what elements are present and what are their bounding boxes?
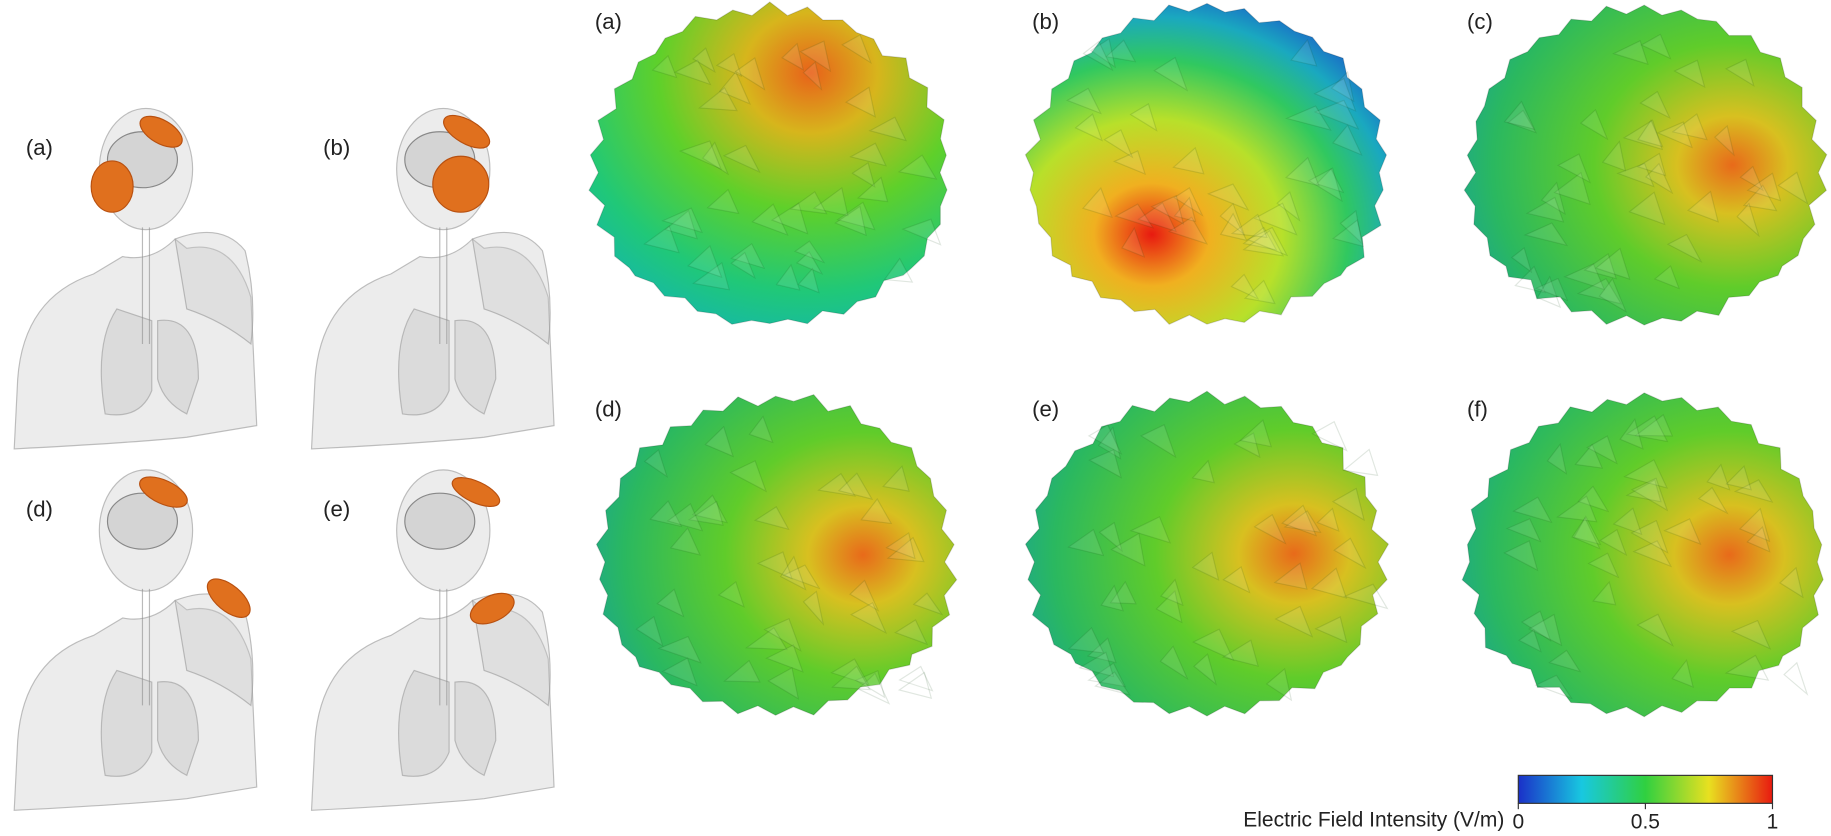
panel-label: (d) <box>26 497 53 522</box>
colorbar-label: Electric Field Intensity (V/m) <box>1243 808 1504 831</box>
figure: (a) (b) (d) (e) (a) (b) (c) (d) (e) (f) Electric F… <box>0 0 1831 836</box>
panel-label: (b) <box>323 135 350 160</box>
panel-label: (c) <box>1467 9 1493 34</box>
electrode-pad <box>433 156 489 212</box>
panel-label: (a) <box>26 135 53 160</box>
field-map <box>1025 3 1386 324</box>
facet <box>1784 663 1807 694</box>
colorbar-tick-label: 0 <box>1512 811 1524 834</box>
panel-label: (a) <box>595 9 622 34</box>
colorbar-tick-label: 0.5 <box>1631 811 1660 834</box>
panel-label: (b) <box>1032 9 1059 34</box>
electrode-pad <box>91 161 133 212</box>
panel-label: (e) <box>1032 396 1059 421</box>
colorbar-tick-label: 1 <box>1767 811 1779 834</box>
facet <box>1344 449 1378 475</box>
panel-label: (f) <box>1467 396 1488 421</box>
panel-label: (e) <box>323 497 350 522</box>
brain <box>405 493 475 549</box>
panel-label: (d) <box>595 396 622 421</box>
colorbar <box>1518 775 1772 803</box>
